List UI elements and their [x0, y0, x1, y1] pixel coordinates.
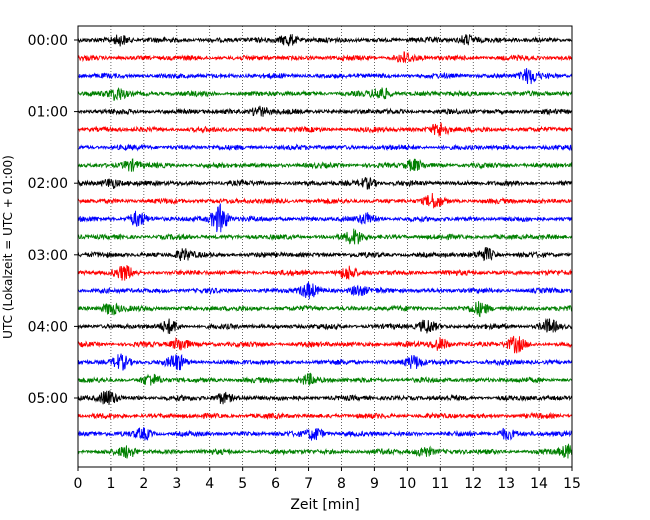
seismic-trace [77, 122, 573, 137]
x-tick-label: 11 [431, 476, 449, 492]
seismic-trace [77, 372, 573, 387]
seismic-trace [77, 246, 573, 262]
x-tick-label: 0 [74, 476, 83, 492]
y-tick-label: 04:00 [28, 319, 68, 335]
seismic-trace [77, 105, 573, 117]
x-tick-label: 5 [238, 476, 247, 492]
x-axis-ticks: 0 1 2 3 4 5 6 7 8 9 10 11 12 13 14 15 [74, 467, 581, 492]
seismic-trace [77, 390, 573, 406]
x-tick-label: 13 [497, 476, 515, 492]
seismic-trace [77, 228, 573, 245]
seismic-trace [77, 318, 573, 335]
y-tick-label: 00:00 [28, 33, 68, 49]
y-axis-ticks: 00:00 01:00 02:00 03:00 04:00 05:00 [28, 33, 78, 407]
x-tick-label: 3 [172, 476, 181, 492]
y-axis-label: UTC (Lokalzeit = UTC + 01:00) [1, 155, 15, 339]
x-tick-label: 15 [563, 476, 581, 492]
x-tick-label: 6 [271, 476, 280, 492]
x-tick-label: 12 [464, 476, 482, 492]
y-tick-label: 03:00 [28, 248, 68, 264]
y-tick-label: 01:00 [28, 105, 68, 121]
y-tick-label: 05:00 [28, 391, 68, 407]
x-tick-label: 4 [205, 476, 214, 492]
seismic-trace [77, 411, 573, 420]
seismic-trace [77, 51, 573, 64]
seismic-trace [77, 158, 573, 172]
seismic-trace [77, 353, 573, 371]
seismic-trace [77, 443, 573, 459]
x-tick-label: 9 [370, 476, 379, 492]
seismic-trace [77, 202, 573, 233]
seismic-traces [77, 34, 573, 459]
seismic-trace [77, 335, 573, 354]
seismic-trace [77, 34, 573, 47]
x-tick-label: 8 [337, 476, 346, 492]
x-tick-label: 2 [139, 476, 148, 492]
seismic-trace [77, 67, 573, 85]
x-tick-label: 7 [304, 476, 313, 492]
x-tick-label: 14 [530, 476, 548, 492]
seismic-trace [77, 281, 573, 300]
seismic-trace [77, 87, 573, 101]
seismic-trace [77, 177, 573, 190]
x-tick-label: 1 [106, 476, 115, 492]
y-tick-label: 02:00 [28, 176, 68, 192]
plot-frame [77, 25, 573, 468]
x-axis-label: Zeit [min] [290, 497, 359, 513]
seismic-trace [77, 143, 573, 152]
x-tick-label: 10 [398, 476, 416, 492]
seismic-trace [77, 301, 573, 318]
seismic-trace [77, 193, 573, 209]
seismic-trace [77, 427, 573, 441]
seismic-trace [77, 264, 573, 281]
